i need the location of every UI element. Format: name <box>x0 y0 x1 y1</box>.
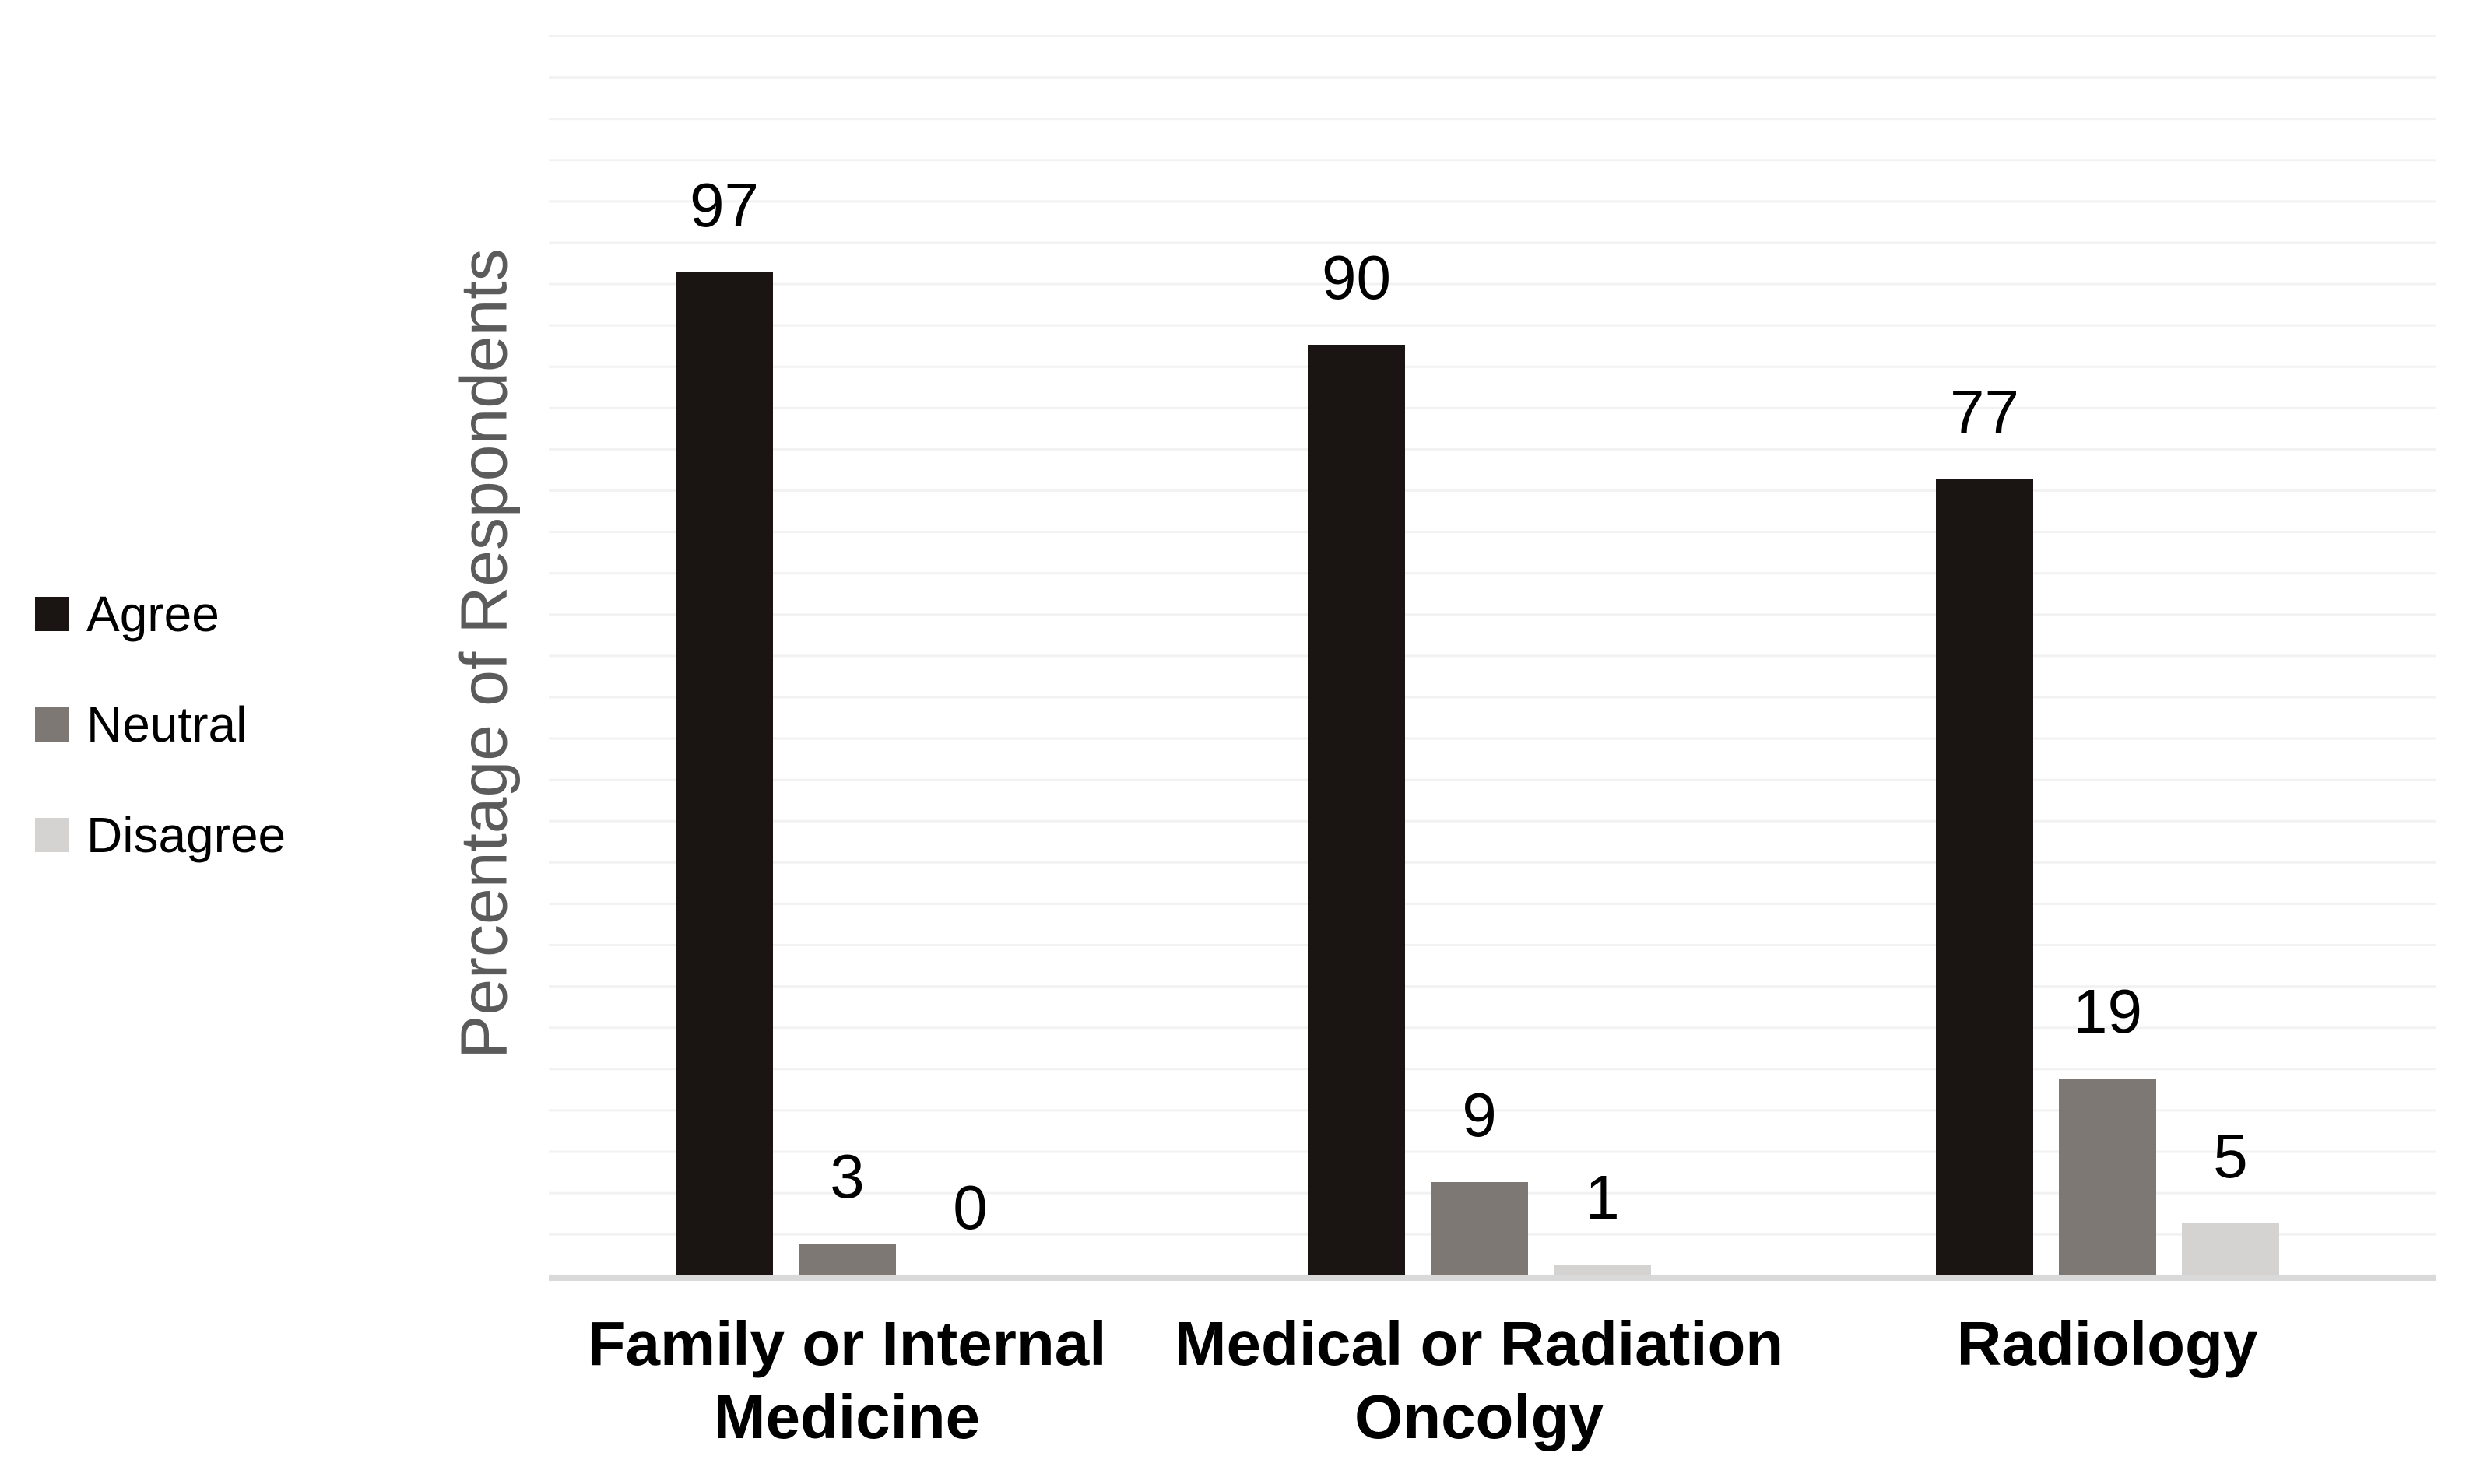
bar-value-label: 19 <box>2073 976 2142 1046</box>
category-label: Medical or Radiation Oncolgy <box>1174 1309 1784 1451</box>
bar-cell: 0 <box>922 35 1019 1275</box>
bar <box>1554 1264 1651 1275</box>
legend-item: Disagree <box>35 806 286 864</box>
legend-item: Neutral <box>35 696 286 753</box>
bar <box>2059 1078 2156 1275</box>
bar <box>2182 1223 2279 1275</box>
legend-label: Neutral <box>86 696 248 753</box>
legend-item: Agree <box>35 585 286 643</box>
bar-cell: 1 <box>1554 35 1651 1275</box>
bar-value-label: 0 <box>953 1173 988 1242</box>
chart-legend: Agree Neutral Disagree <box>35 585 286 864</box>
bar-cell: 5 <box>2182 35 2279 1275</box>
bar-value-label: 5 <box>2213 1121 2248 1191</box>
bar-value-label: 77 <box>1950 377 2019 447</box>
bar-value-label: 9 <box>1462 1079 1497 1149</box>
legend-label: Agree <box>86 586 220 642</box>
legend-swatch-icon <box>35 597 69 631</box>
y-axis-label: Percentage of Respondents <box>447 248 521 1059</box>
category-label: Family or Internal Medicine <box>587 1309 1107 1451</box>
bar-group: 90 9 1 <box>1308 35 1651 1275</box>
bar <box>799 1244 896 1275</box>
bar <box>1936 479 2033 1275</box>
bar-group: 77 19 5 <box>1936 35 2279 1275</box>
bar <box>1308 345 1405 1275</box>
legend-swatch-icon <box>35 818 69 852</box>
bar-cell: 77 <box>1936 35 2033 1275</box>
plot-area: 97 3 0 90 9 1 77 19 5 <box>549 35 2436 1281</box>
legend-label: Disagree <box>86 807 286 863</box>
bar-cell: 19 <box>2059 35 2156 1275</box>
legend-swatch-icon <box>35 707 69 742</box>
bar-value-label: 97 <box>690 170 759 240</box>
bar <box>676 272 773 1275</box>
bar-group: 97 3 0 <box>676 35 1019 1275</box>
category-label: Radiology <box>1956 1309 2258 1378</box>
bar-cell: 97 <box>676 35 773 1275</box>
bar-value-label: 90 <box>1322 243 1391 313</box>
bar-value-label: 3 <box>830 1142 865 1212</box>
bar <box>1431 1181 1528 1275</box>
bar-value-label: 1 <box>1585 1162 1620 1232</box>
bar-cell: 3 <box>799 35 896 1275</box>
bar-cell: 90 <box>1308 35 1405 1275</box>
bar-cell: 9 <box>1431 35 1528 1275</box>
